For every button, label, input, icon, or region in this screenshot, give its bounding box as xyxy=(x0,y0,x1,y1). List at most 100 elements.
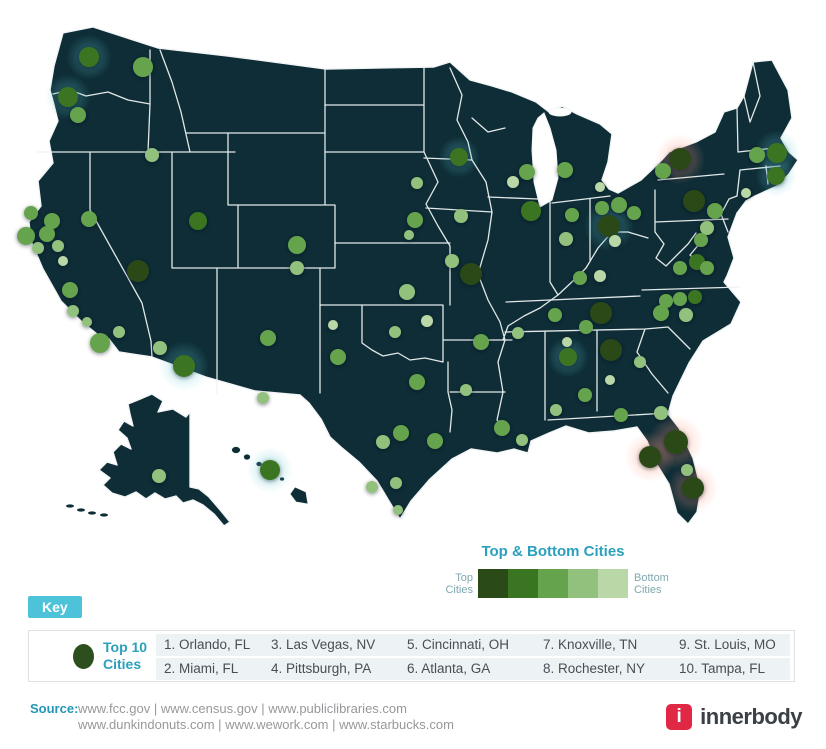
city-dot xyxy=(688,290,702,304)
innerbody-logo[interactable]: i innerbody xyxy=(666,704,802,730)
top-city-item: 4. Pittsburgh, PA xyxy=(271,661,372,676)
city-dot xyxy=(507,176,519,188)
city-dot xyxy=(81,211,97,227)
city-dot xyxy=(627,206,641,220)
city-dot xyxy=(573,271,587,285)
city-dot xyxy=(67,305,79,317)
city-dot xyxy=(330,349,346,365)
city-dot xyxy=(411,177,423,189)
alaska-shape xyxy=(98,393,231,527)
city-dot xyxy=(512,327,524,339)
city-dot xyxy=(82,317,92,327)
city-dot-top10 xyxy=(664,430,688,454)
aleutian-islands xyxy=(66,504,108,517)
city-dot xyxy=(445,254,459,268)
city-dot xyxy=(173,355,195,377)
us-map xyxy=(17,26,800,527)
top10-dot-icon xyxy=(73,644,94,669)
scale-label-top-line2: Cities xyxy=(445,584,473,596)
city-dot xyxy=(366,481,378,493)
city-dot xyxy=(52,240,64,252)
scale-label-top-line1: Top xyxy=(455,572,473,584)
city-dot xyxy=(473,334,489,350)
city-dot xyxy=(605,375,615,385)
city-dot xyxy=(700,221,714,235)
city-dot xyxy=(700,261,714,275)
city-dot xyxy=(578,388,592,402)
city-dot-top10 xyxy=(683,190,705,212)
city-dot xyxy=(376,435,390,449)
scale-swatch-2 xyxy=(508,569,538,598)
city-dot xyxy=(559,232,573,246)
city-dot xyxy=(634,356,646,368)
city-dot-top10 xyxy=(600,339,622,361)
city-dots xyxy=(17,47,787,515)
top-city-item: 9. St. Louis, MO xyxy=(679,637,776,652)
city-dot xyxy=(290,261,304,275)
city-dot xyxy=(58,256,68,266)
scale-label-top-cities: Top Cities xyxy=(413,572,473,596)
top-cities-row-1: 1. Orlando, FL 3. Las Vegas, NV 5. Cincinn… xyxy=(156,634,790,656)
city-dot xyxy=(614,408,628,422)
mackinac-strait xyxy=(548,107,572,117)
city-dot xyxy=(548,308,562,322)
city-dot xyxy=(681,464,693,476)
innerbody-wordmark: innerbody xyxy=(700,704,802,729)
city-dot xyxy=(70,107,86,123)
city-dot xyxy=(393,505,403,515)
city-dot xyxy=(390,477,402,489)
source-label: Source: xyxy=(30,701,79,716)
city-dot-top10 xyxy=(127,260,149,282)
source-urls: www.fcc.gov | www.census.gov | www.publi… xyxy=(78,701,454,732)
top-cities-list: 1. Orlando, FL 3. Las Vegas, NV 5. Cincinn… xyxy=(156,634,790,682)
city-dot xyxy=(707,203,723,219)
city-dot xyxy=(189,212,207,230)
scale-label-bottom-cities: Bottom Cities xyxy=(634,572,669,596)
key-box: Top 10 Cities 1. Orlando, FL 3. Las Vegas… xyxy=(28,630,795,682)
city-dot xyxy=(44,213,60,229)
innerbody-icon: i xyxy=(666,704,693,730)
city-dot xyxy=(404,230,414,240)
top-city-item: 2. Miami, FL xyxy=(164,661,239,676)
city-dot xyxy=(145,148,159,162)
city-dot xyxy=(679,308,693,322)
city-dot xyxy=(557,162,573,178)
city-dot xyxy=(32,242,44,254)
city-dot xyxy=(562,337,572,347)
city-dot xyxy=(741,188,751,198)
top-cities-row-2: 2. Miami, FL 4. Pittsburgh, PA 6. Atlanta,… xyxy=(156,658,790,680)
city-dot xyxy=(450,148,468,166)
city-dot xyxy=(767,167,785,185)
city-dot xyxy=(655,163,671,179)
city-dot xyxy=(79,47,99,67)
city-dot xyxy=(260,330,276,346)
city-dot xyxy=(611,197,627,213)
city-dot xyxy=(659,294,673,308)
top-city-item: 5. Cincinnati, OH xyxy=(407,637,510,652)
city-dot xyxy=(427,433,443,449)
city-dot xyxy=(257,392,269,404)
top-city-item: 7. Knoxville, TN xyxy=(543,637,638,652)
city-dot xyxy=(609,235,621,247)
top10-label-line2: Cities xyxy=(103,656,142,672)
city-dot xyxy=(39,226,55,242)
scale-swatches xyxy=(478,569,628,598)
top-city-item: 3. Las Vegas, NV xyxy=(271,637,376,652)
city-dot xyxy=(550,404,562,416)
city-dot xyxy=(389,326,401,338)
city-dot xyxy=(460,384,472,396)
city-dot xyxy=(519,164,535,180)
top-city-item: 8. Rochester, NY xyxy=(543,661,646,676)
city-dot xyxy=(749,147,765,163)
city-dot xyxy=(24,206,38,220)
map-land xyxy=(28,26,799,527)
city-dot-top10 xyxy=(590,302,612,324)
lake-michigan xyxy=(531,112,559,208)
state-borders-west xyxy=(36,49,336,395)
city-dot xyxy=(521,201,541,221)
city-dot xyxy=(595,182,605,192)
scale-swatch-5 xyxy=(598,569,628,598)
top10-label: Top 10 Cities xyxy=(103,639,147,673)
city-dot-top10 xyxy=(598,215,620,237)
